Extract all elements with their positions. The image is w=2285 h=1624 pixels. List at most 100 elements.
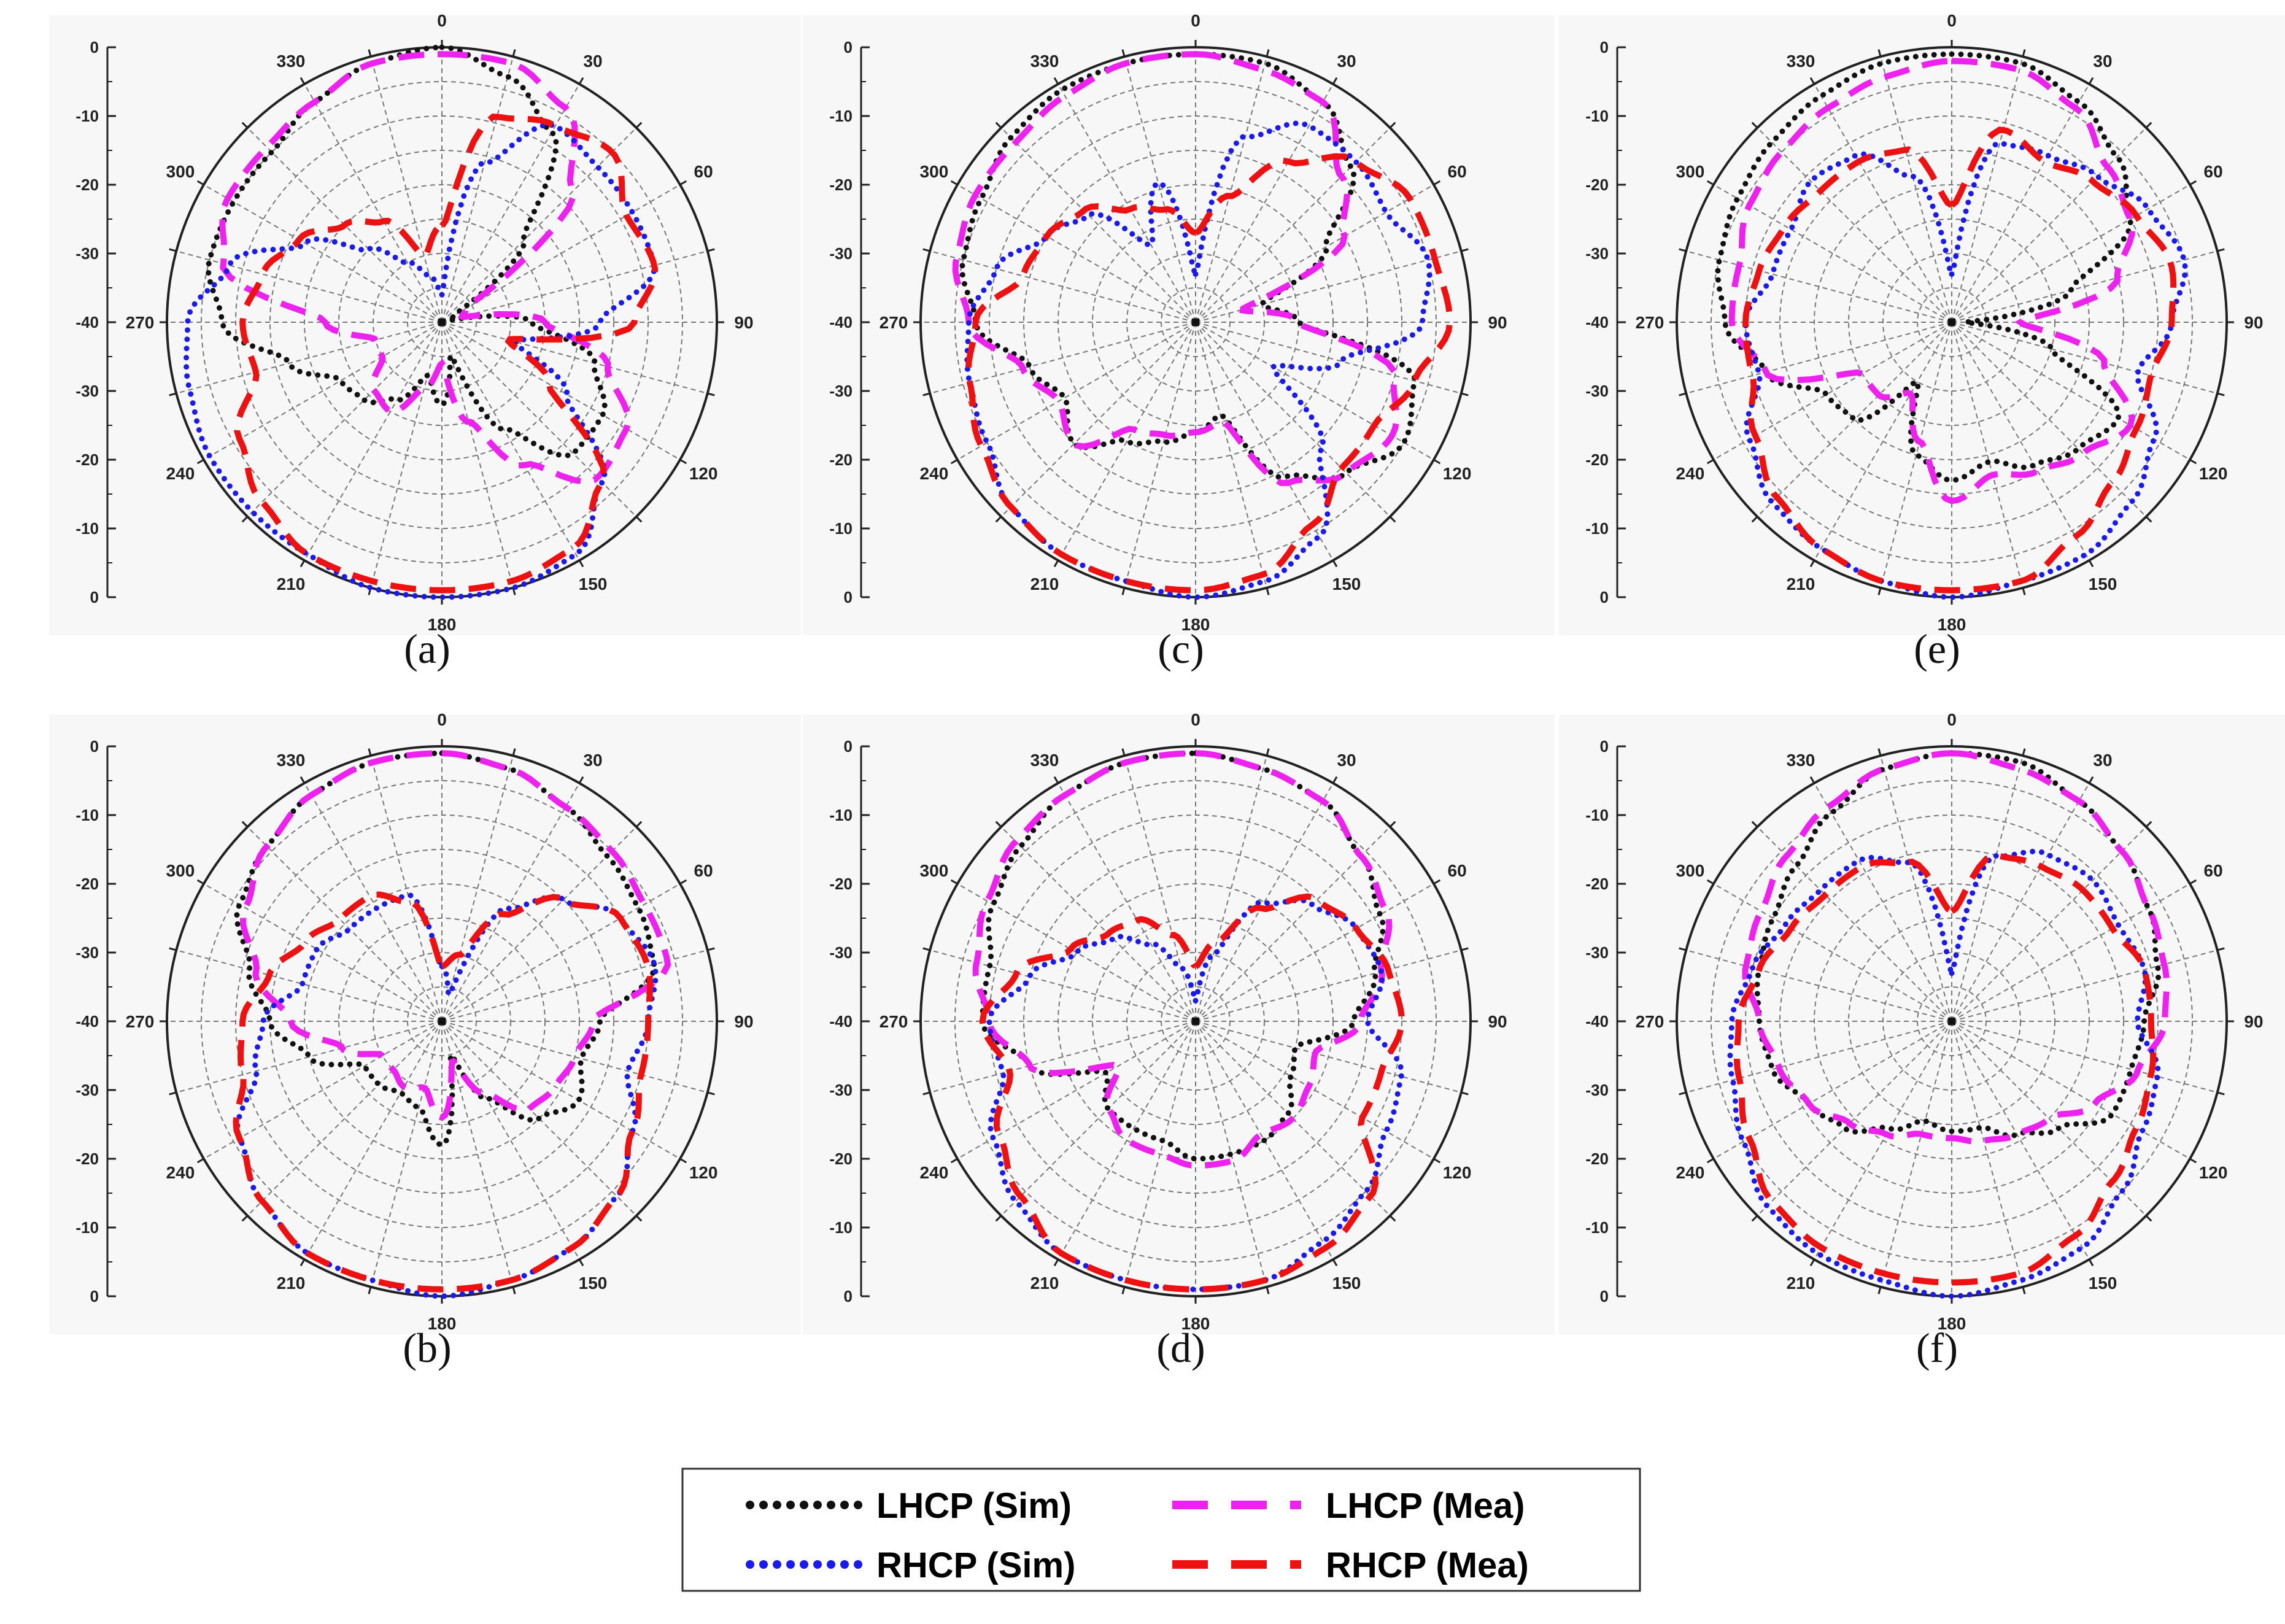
angle-tick — [2088, 560, 2094, 568]
grid-spoke — [1951, 56, 2024, 323]
grid-spoke — [1195, 826, 1391, 1022]
angle-tick — [1332, 1259, 1338, 1267]
grid-spoke — [1951, 1021, 2147, 1216]
angle-tick — [995, 516, 1002, 523]
grid-spoke — [1686, 322, 1952, 394]
angle-tick — [241, 122, 249, 129]
angle-label: 120 — [2199, 1163, 2228, 1182]
angle-tick — [1877, 1286, 1882, 1294]
plot-background — [1559, 15, 2285, 635]
angle-tick — [1433, 180, 1441, 186]
angle-label: 270 — [880, 313, 908, 332]
angle-label: 150 — [2089, 574, 2117, 594]
angle-label: 180 — [1938, 615, 1966, 634]
grid-spoke — [1713, 184, 1952, 323]
radial-tick-label: 0 — [844, 588, 853, 606]
angle-tick — [1433, 458, 1441, 465]
angle-tick — [1332, 776, 1338, 784]
legend: LHCP (Sim) LHCP (Mea) RHCP (Sim) RHCP (M… — [681, 1467, 1641, 1592]
radial-tick-label: -20 — [75, 875, 99, 893]
grid-spoke — [441, 1021, 708, 1093]
angle-label: 210 — [1030, 1274, 1059, 1293]
angle-label: 300 — [1676, 162, 1705, 181]
angle-tick — [1389, 821, 1396, 828]
grid-spoke — [247, 1021, 443, 1216]
series-lhcp-sim-line — [980, 750, 1386, 1162]
angle-tick — [1751, 1215, 1758, 1222]
grid-spoke — [247, 127, 443, 323]
grid-spoke — [1195, 1021, 1461, 1093]
angle-tick — [512, 49, 516, 57]
angle-label: 300 — [920, 861, 949, 880]
angle-tick — [1389, 516, 1396, 523]
grid-spoke — [203, 322, 443, 460]
angle-tick — [1266, 748, 1270, 756]
radial-tick-label: -40 — [75, 313, 99, 331]
angle-tick — [2088, 77, 2094, 85]
grid-spoke — [441, 949, 708, 1022]
grid-spoke — [441, 322, 708, 394]
radial-tick-label: -30 — [829, 943, 853, 962]
radial-tick-label: -10 — [75, 1218, 99, 1237]
radial-tick-label: -40 — [75, 1012, 99, 1030]
legend-label-rhcp-sim: RHCP (Sim) — [876, 1545, 1075, 1585]
angle-label: 180 — [1181, 615, 1210, 634]
plot-background — [803, 714, 1555, 1334]
angle-tick — [300, 77, 306, 85]
grid-spoke — [1195, 1021, 1434, 1159]
angle-tick — [635, 516, 643, 523]
angle-tick — [2217, 248, 2225, 252]
grid-spoke — [1195, 322, 1461, 394]
angle-tick — [578, 77, 584, 85]
angle-label: 240 — [1676, 1163, 1705, 1182]
center-marker — [1192, 319, 1199, 326]
angle-tick — [2145, 1215, 2152, 1222]
angle-tick — [1877, 748, 1882, 756]
grid-spoke — [441, 883, 681, 1022]
grid-spoke — [203, 184, 443, 323]
angle-tick — [368, 1286, 372, 1294]
angle-tick — [1053, 776, 1059, 784]
grid-spoke — [930, 949, 1196, 1022]
grid-spoke — [1000, 1021, 1196, 1216]
grid-spoke — [441, 127, 637, 323]
angle-label: 0 — [1947, 710, 1957, 729]
angle-label: 180 — [428, 615, 457, 634]
grid-spoke — [370, 322, 443, 588]
grid-spoke — [441, 826, 637, 1022]
plot-background — [1559, 714, 2285, 1334]
grid-spoke — [1951, 1021, 2190, 1159]
angle-tick — [241, 1215, 249, 1222]
radial-tick-label: -20 — [75, 1150, 99, 1168]
radial-tick-label: 0 — [844, 1287, 853, 1305]
angle-label: 90 — [2244, 1012, 2263, 1031]
angle-tick — [1751, 821, 1758, 828]
angle-tick — [679, 458, 687, 465]
angle-tick — [2189, 1158, 2197, 1164]
series-rhcp-mea-line — [234, 113, 659, 594]
angle-tick — [2189, 879, 2197, 885]
angle-tick — [1679, 947, 1687, 951]
series-lhcp-sim-line — [1715, 51, 2134, 484]
radial-tick-label: -30 — [829, 382, 853, 400]
grid-spoke — [1000, 127, 1196, 323]
angle-tick — [922, 1091, 930, 1096]
grid-spoke — [1951, 756, 2024, 1022]
grid-spoke — [1195, 949, 1461, 1022]
grid-spoke — [441, 322, 681, 460]
series-rhcp-sim-line — [1727, 848, 2161, 1299]
series-lhcp-mea-line — [1742, 750, 2170, 1145]
angle-tick — [1121, 748, 1126, 756]
grid-spoke — [930, 250, 1196, 323]
angle-tick — [1053, 1259, 1059, 1267]
angle-tick — [1121, 49, 1126, 57]
angle-tick — [512, 748, 516, 756]
angle-tick — [196, 458, 204, 465]
grid-spoke — [441, 783, 580, 1022]
grid-spoke — [441, 322, 580, 561]
angle-tick — [300, 1259, 306, 1267]
angle-label: 330 — [1030, 52, 1059, 71]
grid-spoke — [1951, 883, 2190, 1022]
grid-spoke — [1951, 322, 2217, 394]
angle-label: 330 — [1030, 751, 1059, 770]
